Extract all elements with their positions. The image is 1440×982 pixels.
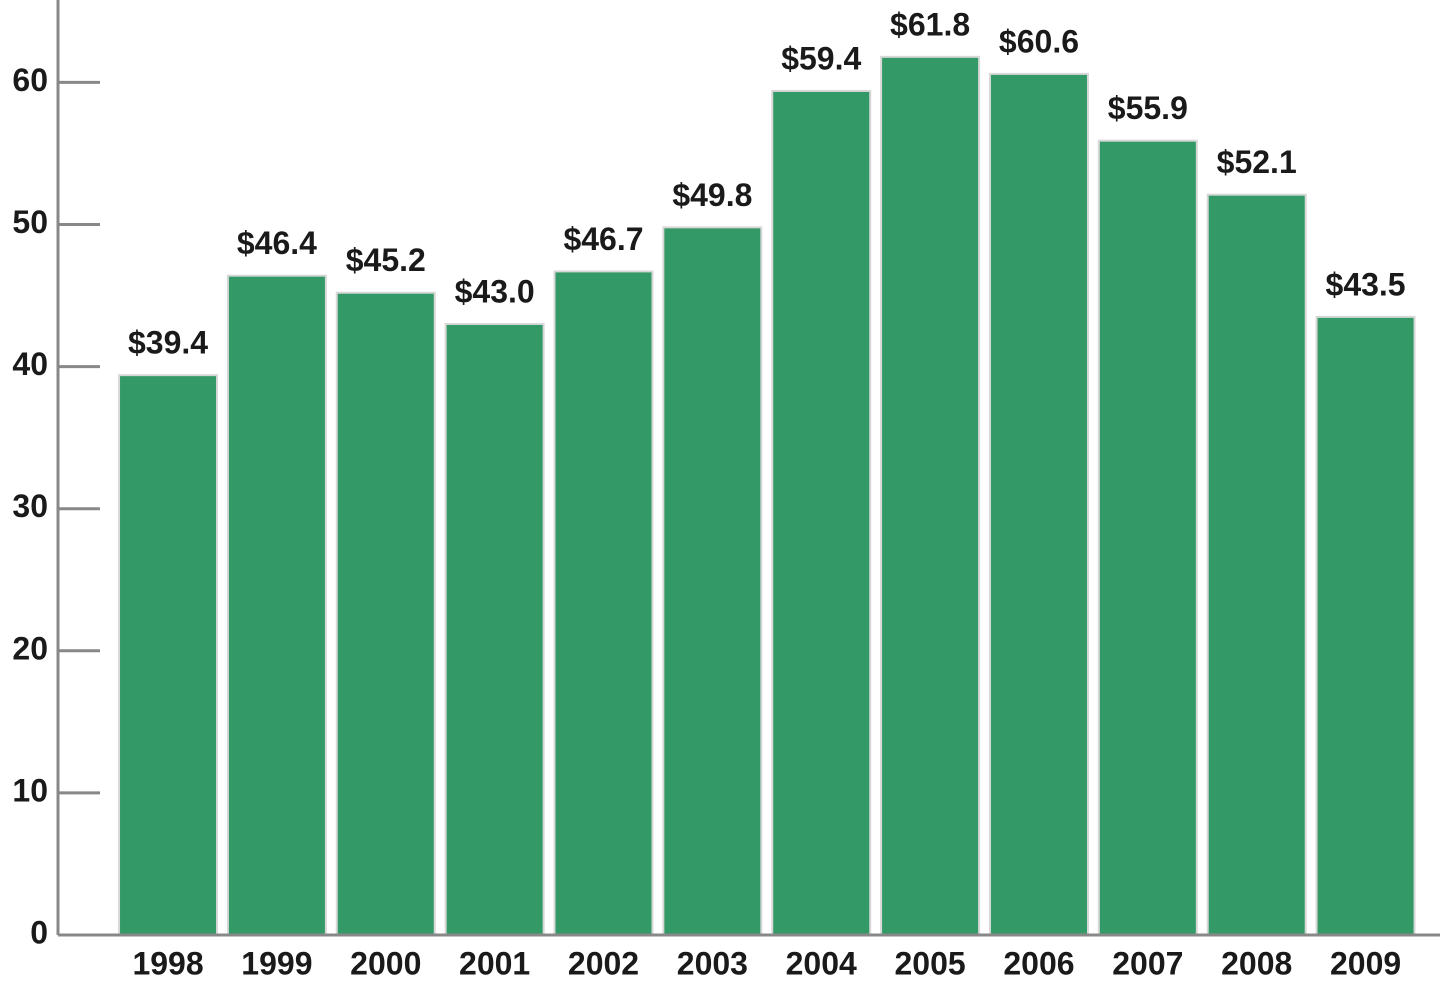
bar [662, 226, 763, 936]
value-label: $59.4 [781, 40, 861, 76]
x-tick-label: 2006 [1003, 945, 1074, 981]
x-tick-label: 2000 [350, 945, 421, 981]
bar [1206, 193, 1307, 936]
value-label: $43.5 [1326, 266, 1406, 302]
bar [118, 374, 219, 936]
value-label: $39.4 [128, 325, 208, 361]
x-tick-label: 2009 [1330, 945, 1401, 981]
y-tick-label: 60 [12, 62, 48, 98]
bar [988, 72, 1089, 937]
value-label: $55.9 [1108, 90, 1188, 126]
x-tick-label: 2004 [786, 945, 857, 981]
value-label: $49.8 [672, 177, 752, 213]
x-tick-label: 2005 [895, 945, 966, 981]
value-label: $60.6 [999, 23, 1079, 59]
x-tick-label: 2003 [677, 945, 748, 981]
x-tick-label: 1999 [241, 945, 312, 981]
y-tick-label: 30 [12, 488, 48, 524]
value-label: $61.8 [890, 6, 970, 42]
x-tick-label: 2001 [459, 945, 530, 981]
value-label: $46.4 [237, 225, 317, 261]
value-label: $46.7 [563, 221, 643, 257]
y-tick-label: 20 [12, 630, 48, 666]
bar [771, 89, 872, 936]
bar [444, 322, 545, 936]
bar [335, 291, 436, 937]
bar [880, 55, 981, 936]
y-tick-label: 50 [12, 204, 48, 240]
bar [553, 270, 654, 936]
x-tick-label: 1998 [132, 945, 203, 981]
bar [1097, 139, 1198, 937]
y-tick-label: 10 [12, 772, 48, 808]
x-tick-label: 2008 [1221, 945, 1292, 981]
y-tick-label: 40 [12, 346, 48, 382]
value-label: $45.2 [346, 242, 426, 278]
value-label: $52.1 [1217, 144, 1297, 180]
value-label: $43.0 [455, 273, 535, 309]
y-tick-label: 0 [30, 914, 48, 950]
bar [1315, 315, 1416, 936]
bar [226, 274, 327, 936]
x-tick-label: 2002 [568, 945, 639, 981]
x-tick-label: 2007 [1112, 945, 1183, 981]
